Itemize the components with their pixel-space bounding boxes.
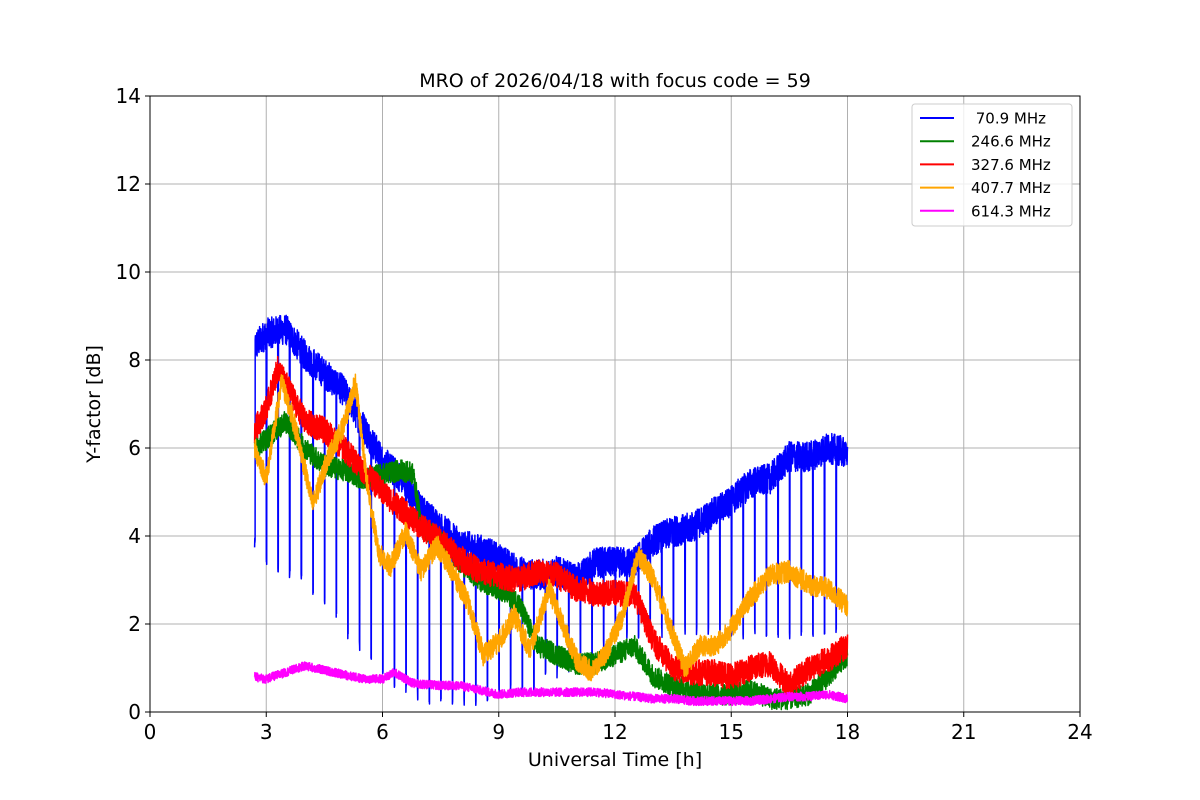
- x-tick-label: 6: [376, 720, 389, 744]
- y-tick-label: 14: [116, 84, 141, 108]
- y-tick-label: 4: [128, 524, 141, 548]
- series-line-2: [253, 355, 849, 698]
- series-line-4: [253, 661, 849, 707]
- legend: 70.9 MHz 246.6 MHz 327.6 MHz 407.7 MHz 614.3…: [911, 103, 1073, 227]
- x-tick-label: 0: [144, 720, 157, 744]
- y-ticks: 0 2 4 6 8 10 12 14: [116, 84, 150, 724]
- x-tick-label: 12: [602, 720, 627, 744]
- y-tick-label: 12: [116, 172, 141, 196]
- y-tick-label: 10: [116, 260, 141, 284]
- legend-label: 614.3 MHz: [971, 202, 1051, 220]
- x-tick-label: 9: [492, 720, 505, 744]
- x-axis-label: Universal Time [h]: [528, 749, 702, 771]
- x-tick-label: 15: [719, 720, 744, 744]
- x-tick-label: 24: [1067, 720, 1092, 744]
- y-tick-label: 0: [128, 700, 141, 724]
- y-tick-label: 8: [128, 348, 141, 372]
- y-axis-label: Y-factor [dB]: [83, 345, 105, 464]
- legend-label: 327.6 MHz: [971, 156, 1051, 174]
- legend-label: 246.6 MHz: [971, 133, 1051, 151]
- y-tick-label: 2: [128, 612, 141, 636]
- chart-title: MRO of 2026/04/18 with focus code = 59: [419, 70, 811, 92]
- x-tick-label: 21: [951, 720, 976, 744]
- legend-label: 70.9 MHz: [971, 110, 1046, 128]
- x-tick-label: 18: [835, 720, 860, 744]
- x-ticks: 0 3 6 9 12 15 18 21 24: [144, 712, 1093, 744]
- series-group: [253, 314, 849, 711]
- x-tick-label: 3: [260, 720, 273, 744]
- series-line-3: [253, 373, 849, 682]
- legend-box: [911, 103, 1073, 227]
- legend-label: 407.7 MHz: [971, 179, 1051, 197]
- y-tick-label: 6: [128, 436, 141, 460]
